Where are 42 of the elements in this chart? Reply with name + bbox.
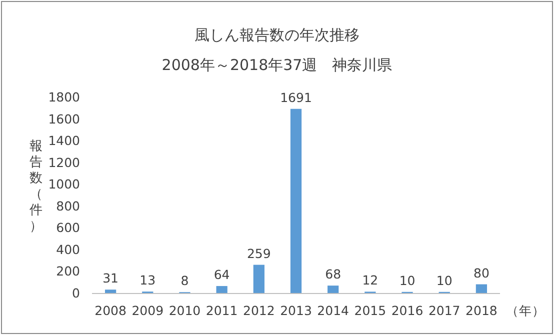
data-label: 31 [102,270,118,286]
x-tick-label: 2015 [354,303,386,318]
data-label: 12 [362,272,378,288]
bar [253,264,264,293]
y-axis-title: 報告数（件） [30,139,42,234]
y-tick-label: 1400 [48,133,80,148]
data-label: 10 [399,272,416,288]
bar [290,108,302,293]
x-tick-label: 2014 [317,303,350,318]
y-tick-label: 400 [56,242,80,257]
data-label: 13 [140,272,156,288]
bar [476,284,488,293]
data-label: 80 [474,265,490,280]
y-tick-label: 1800 [48,90,80,104]
x-tick-label: 2016 [391,303,424,318]
chart-subtitle: 2008年～2018年37週 神奈川県 [162,56,392,74]
y-tick-label: 800 [56,198,80,214]
data-label: 1691 [280,90,312,105]
data-label: 8 [180,273,189,288]
x-tick-label: 2012 [243,303,275,318]
x-tick-label: 2018 [466,303,498,318]
x-tick-label: 2011 [206,303,238,318]
bar [328,286,339,293]
y-tick-label: 1000 [48,176,80,192]
x-tick-label: 2010 [168,303,201,318]
y-tick-label: 0 [72,286,80,300]
data-label: 10 [436,272,452,288]
y-tick-label: 600 [56,220,80,236]
x-tick-label: 2013 [280,303,312,318]
data-label: 259 [246,246,271,261]
x-tick-label: 2008 [94,303,126,318]
x-tick-label: 2009 [132,303,164,318]
y-tick-label: 1200 [48,154,80,170]
bar [216,286,228,293]
y-tick-label: 1600 [48,111,80,126]
chart-title: 風しん報告数の年次推移 [194,26,360,44]
x-tick-label: 2017 [428,303,460,318]
y-tick-label: 200 [56,264,80,279]
data-label: 64 [214,267,230,282]
bar [104,290,116,293]
x-axis-title: （年） [506,303,545,318]
data-label: 68 [325,266,342,282]
